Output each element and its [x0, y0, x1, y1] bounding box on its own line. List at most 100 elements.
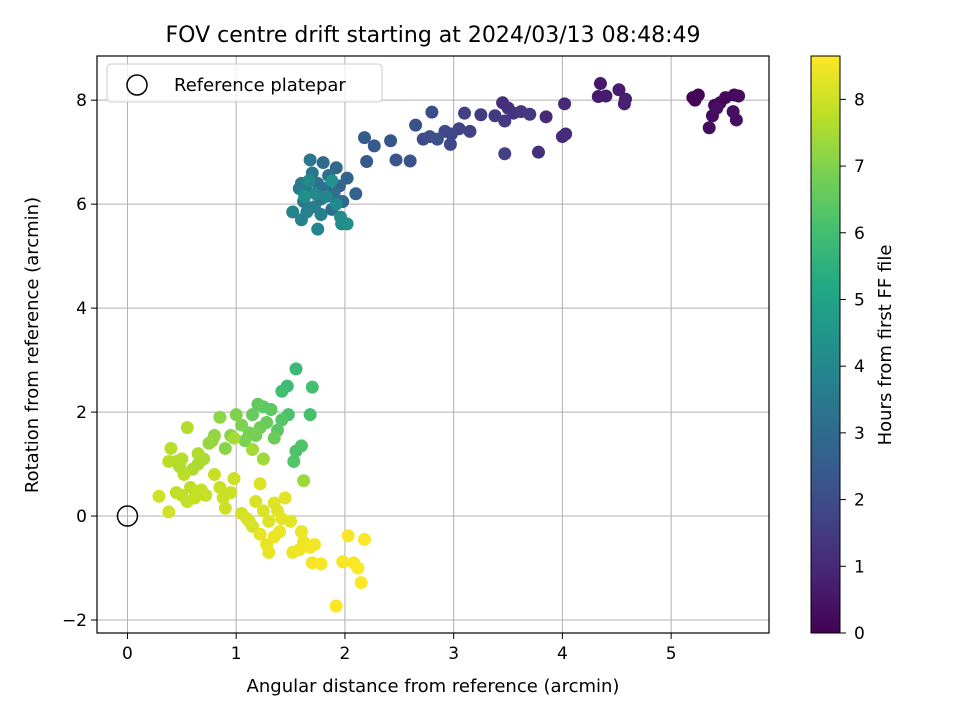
data-point: [242, 514, 256, 528]
data-point: [262, 545, 276, 559]
data-point: [294, 525, 308, 539]
data-point: [474, 108, 488, 122]
data-point: [199, 488, 213, 502]
data-point: [249, 494, 263, 508]
data-point: [539, 110, 553, 124]
data-point: [309, 187, 323, 201]
colorbar-tick-label: 8: [854, 90, 865, 110]
data-point: [336, 555, 350, 569]
data-point: [152, 489, 166, 503]
x-tick-label: 0: [122, 644, 133, 664]
data-point: [302, 174, 316, 188]
data-point: [316, 156, 330, 170]
data-point: [162, 454, 176, 468]
data-point: [251, 397, 265, 411]
x-tick-label: 5: [666, 644, 677, 664]
data-point: [319, 189, 333, 203]
y-tick-label: −2: [62, 611, 87, 631]
y-axis-ticks: −2 0 2 4 6 8: [62, 91, 97, 631]
y-tick-label: 2: [76, 403, 87, 423]
y-tick-label: 4: [76, 299, 87, 319]
colorbar-label: Hours from first FF file: [875, 245, 896, 446]
data-point: [289, 362, 303, 376]
data-point: [325, 174, 339, 188]
data-point: [409, 118, 423, 132]
data-point: [702, 121, 716, 135]
data-point: [732, 89, 746, 103]
data-point: [287, 454, 301, 468]
data-point: [357, 532, 371, 546]
data-point: [612, 83, 626, 97]
legend-marker: [126, 74, 148, 96]
data-point: [354, 576, 368, 590]
data-point: [180, 421, 194, 435]
data-point: [389, 153, 403, 167]
x-tick-label: 1: [231, 644, 242, 664]
x-tick-label: 3: [448, 644, 459, 664]
data-point: [303, 153, 317, 167]
data-point: [286, 205, 300, 219]
colorbar-tick-label: 3: [854, 424, 865, 444]
data-point: [523, 107, 537, 121]
x-axis-label: Angular distance from reference (arcmin): [247, 676, 620, 697]
colorbar-ticks: 0 1 2 3 4 5 6 7 8: [840, 90, 865, 644]
data-point: [463, 124, 477, 138]
data-point: [227, 431, 241, 445]
data-point: [227, 472, 241, 486]
data-point: [229, 408, 243, 422]
data-point: [458, 106, 472, 120]
data-point: [284, 514, 298, 528]
data-point: [307, 538, 321, 552]
data-point: [298, 189, 312, 203]
data-point: [329, 599, 343, 613]
data-point: [351, 561, 365, 575]
data-point: [162, 505, 176, 519]
data-point: [341, 529, 355, 543]
data-point: [498, 147, 512, 161]
x-axis-ticks: 0 1 2 3 4 5: [122, 633, 677, 664]
data-point: [360, 155, 374, 169]
data-point: [275, 384, 289, 398]
data-point: [191, 457, 205, 471]
data-point: [173, 460, 187, 474]
x-tick-label: 4: [557, 644, 568, 664]
reference-marker: [116, 505, 139, 527]
data-point: [267, 431, 281, 445]
y-tick-label: 6: [76, 195, 87, 215]
data-point: [253, 477, 267, 491]
data-point: [202, 436, 216, 450]
data-point: [349, 187, 363, 201]
legend: Reference platepar: [106, 63, 383, 103]
data-point: [191, 447, 205, 461]
x-tick-label: 2: [340, 644, 351, 664]
data-point: [357, 131, 371, 145]
data-point: [245, 443, 259, 457]
data-point: [169, 486, 183, 500]
data-point: [558, 97, 572, 111]
legend-label: Reference platepar: [174, 75, 346, 96]
data-point: [184, 480, 198, 494]
data-point: [278, 491, 292, 505]
data-point: [213, 480, 227, 494]
data-point: [303, 408, 317, 422]
data-point: [164, 441, 178, 455]
data-point: [297, 474, 311, 488]
y-tick-label: 0: [76, 507, 87, 527]
data-point: [425, 105, 439, 119]
data-point: [213, 410, 227, 424]
data-point: [488, 109, 502, 123]
y-tick-label: 8: [76, 91, 87, 111]
y-axis-label: Rotation from reference (arcmin): [22, 197, 43, 493]
data-point: [367, 139, 381, 153]
data-point: [235, 418, 249, 432]
data-point: [430, 132, 444, 146]
data-point: [498, 114, 512, 128]
data-point: [311, 222, 325, 236]
data-point: [531, 145, 545, 159]
colorbar-tick-label: 4: [854, 357, 865, 377]
data-point: [403, 154, 417, 168]
data-point: [218, 501, 232, 515]
colorbar-tick-label: 5: [854, 290, 865, 310]
data-point: [305, 380, 319, 394]
data-point: [710, 101, 724, 115]
